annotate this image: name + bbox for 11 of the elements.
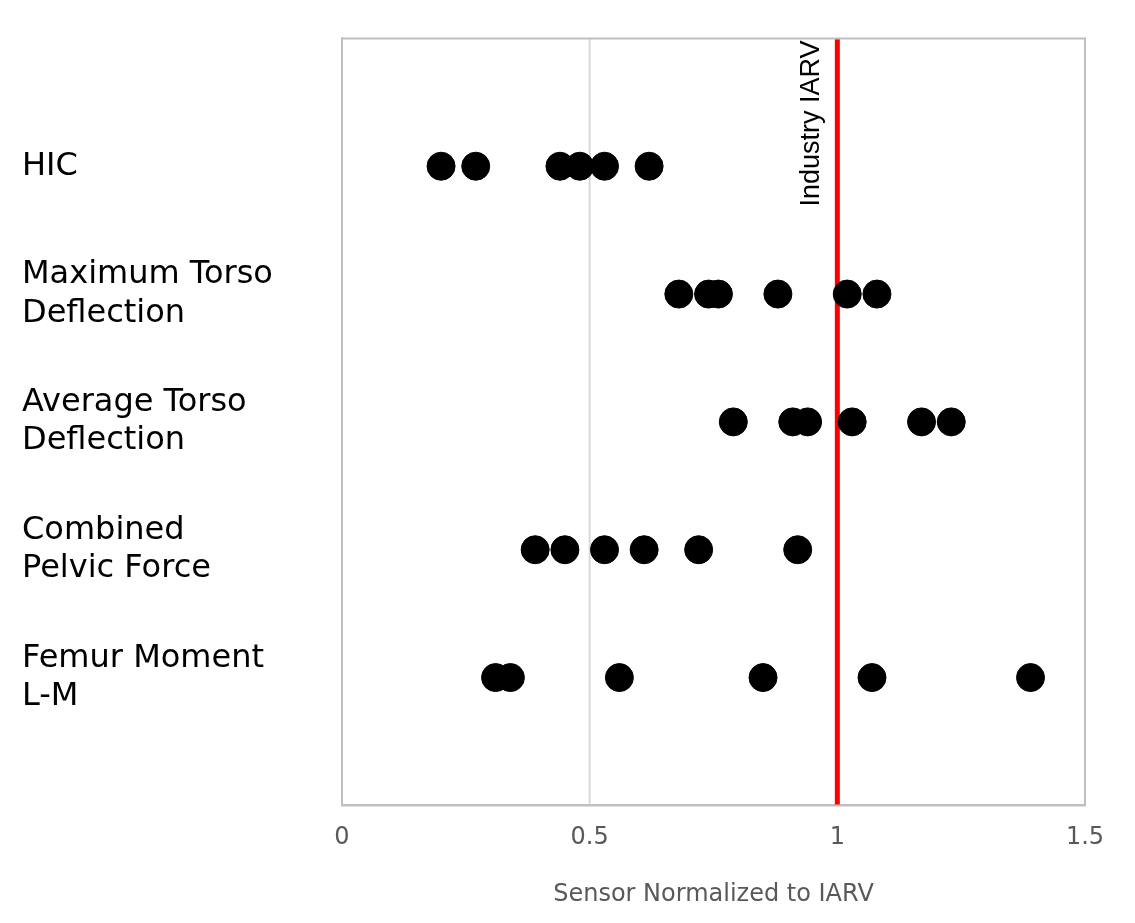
y-tick-label: Maximum Torso Deflection bbox=[22, 253, 273, 330]
x-tick-label: 1.5 bbox=[1065, 822, 1105, 851]
x-axis-title: Sensor Normalized to IARV bbox=[553, 878, 875, 907]
y-tick-label: Average Torso Deflection bbox=[22, 381, 247, 458]
y-tick-label: Combined Pelvic Force bbox=[22, 508, 211, 586]
y-tick-label: Femur Moment L-M bbox=[22, 636, 264, 714]
x-tick-label: 0.5 bbox=[570, 822, 609, 851]
x-tick-label: 0 bbox=[334, 822, 350, 851]
ref-line-label: Industry IARV bbox=[795, 40, 826, 207]
x-tick-label: 1 bbox=[829, 822, 845, 851]
y-tick-label: HIC bbox=[22, 144, 78, 183]
